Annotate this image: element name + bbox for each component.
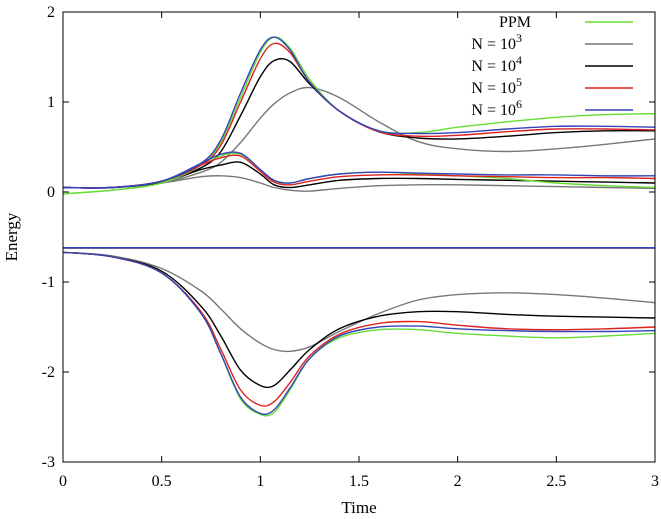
x-tick-label: 0 bbox=[59, 473, 67, 490]
x-tick-label: 1.5 bbox=[349, 473, 369, 490]
x-tick-label: 3 bbox=[651, 473, 659, 490]
series-line-middle bbox=[62, 151, 656, 189]
y-tick-label: 1 bbox=[47, 94, 55, 111]
series-line-upper bbox=[62, 57, 656, 189]
y-tick-label: -1 bbox=[42, 274, 55, 291]
series-line-lower bbox=[62, 251, 656, 353]
plot-frame bbox=[62, 11, 656, 463]
series-line-middle bbox=[62, 161, 656, 189]
ticks: 0 0.5 1 1.5 2 2.5 3 -3 -2 -1 0 1 2 bbox=[42, 4, 659, 490]
legend-label: N = 106 bbox=[471, 97, 522, 119]
y-tick-label: -2 bbox=[42, 364, 55, 381]
series-line-lower bbox=[62, 251, 656, 416]
series-line-upper bbox=[62, 86, 656, 189]
series-line-upper bbox=[62, 36, 656, 195]
series-line-lower bbox=[62, 251, 656, 417]
y-tick-label: -3 bbox=[42, 454, 55, 471]
legend-label: PPM bbox=[499, 14, 531, 31]
legend-label: N = 103 bbox=[471, 31, 522, 53]
y-tick-label: 0 bbox=[47, 184, 55, 201]
legend-label-base: N = 10 bbox=[471, 36, 516, 53]
legend-label-base: N = 10 bbox=[471, 58, 516, 75]
x-tick-label: 1 bbox=[256, 473, 264, 490]
legend-label: N = 105 bbox=[471, 75, 522, 97]
series-line-middle bbox=[62, 175, 656, 192]
x-tick-label: 0.5 bbox=[152, 473, 172, 490]
legend-label-exponent: 6 bbox=[516, 97, 522, 111]
x-axis-label: Time bbox=[341, 498, 376, 517]
y-axis-label: Energy bbox=[2, 212, 21, 261]
legend-label-exponent: 4 bbox=[516, 53, 522, 67]
series-line-upper bbox=[62, 36, 656, 189]
curves bbox=[62, 36, 656, 417]
legend-label-base: N = 10 bbox=[471, 80, 516, 97]
series-line-lower bbox=[62, 251, 656, 389]
series-line-middle bbox=[62, 152, 656, 195]
legend-label-exponent: 3 bbox=[516, 31, 522, 45]
x-tick-label: 2.5 bbox=[546, 473, 566, 490]
series-line-middle bbox=[62, 154, 656, 189]
series-line-upper bbox=[62, 42, 656, 189]
legend-label-exponent: 5 bbox=[516, 75, 522, 89]
legend-label-base: N = 10 bbox=[471, 102, 516, 119]
series-line-lower bbox=[62, 251, 656, 407]
legend-label-base: PPM bbox=[499, 14, 531, 31]
y-tick-label: 2 bbox=[47, 4, 55, 21]
x-tick-label: 2 bbox=[454, 473, 462, 490]
legend-label: N = 104 bbox=[471, 53, 522, 75]
